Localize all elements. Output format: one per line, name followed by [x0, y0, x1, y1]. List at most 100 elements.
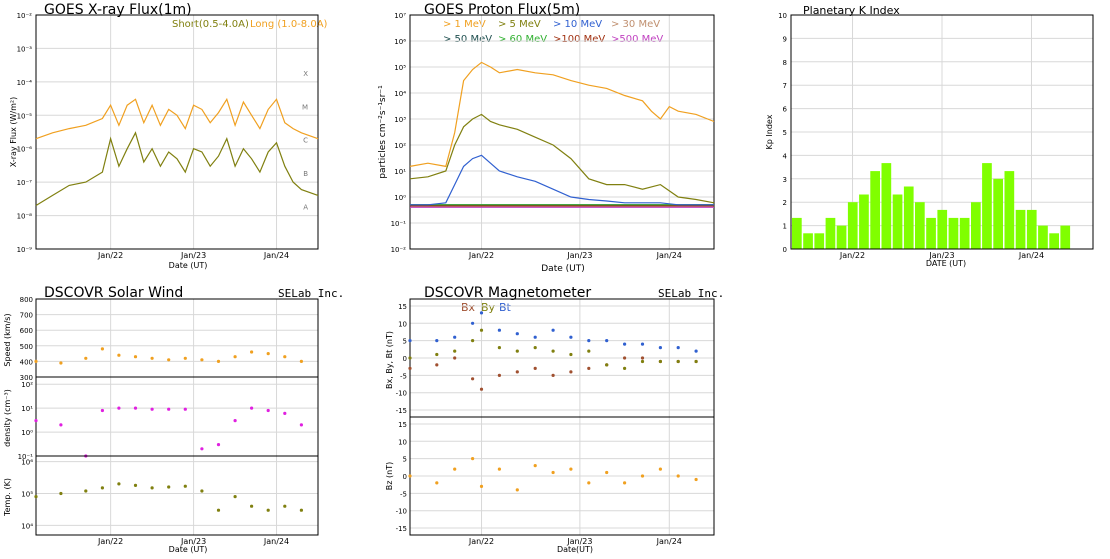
mag-b-bt-point-4: [479, 311, 484, 315]
mag-b-ytick-3: 0: [403, 355, 407, 363]
wind-temp-point-4: [117, 482, 121, 486]
mag-xtick-1: Jan/23: [566, 537, 592, 546]
proton-ytick-8: 10⁶: [394, 38, 406, 46]
kp-bar-12: [926, 217, 936, 249]
proton-series-1: [409, 113, 715, 204]
kp-ytick-4: 4: [783, 152, 788, 160]
mag-bz-point-10: [587, 481, 591, 485]
mag-bz-point-13: [640, 474, 645, 478]
xray-series-long: [35, 97, 319, 140]
mag-bz-point-14: [658, 467, 663, 471]
wind-speed-point-1: [59, 361, 63, 365]
wind-temp-point-3: [100, 486, 104, 490]
mag-b-ytick-1: -10: [396, 390, 407, 398]
mag-b-by-point-10: [587, 349, 591, 353]
wind-speed-point-10: [216, 359, 221, 363]
xray-xtick-2: Jan/24: [263, 251, 289, 260]
mag-title: DSCOVR Magnetometer: [424, 285, 591, 301]
wind-speed-point-12: [250, 350, 254, 354]
wind-temp-point-8: [183, 484, 187, 488]
mag-bz-point-15: [676, 474, 680, 478]
wind-temp-point-2: [84, 489, 88, 493]
mag-legend-by: By: [481, 301, 496, 314]
proton-series-2: [410, 154, 714, 206]
mag-bz-ytick-6: 15: [398, 421, 407, 429]
mag-b-bt-point-14: [658, 346, 663, 350]
mag-b-bt-point-15: [676, 346, 680, 350]
kp-ytick-2: 2: [783, 199, 787, 207]
wind-temp-point-7: [167, 485, 171, 489]
wind-temp-point-14: [283, 504, 287, 508]
kp-bar-22: [1038, 225, 1048, 249]
kp-bar-0: [792, 217, 802, 249]
mag-b-bt-point-2: [453, 335, 457, 339]
xray-title: GOES X-ray Flux(1m): [44, 2, 192, 18]
mag-bz-point-11: [605, 470, 609, 475]
wind-xlabel: Date (UT): [169, 545, 208, 554]
wind-density-ytick-2: 10¹: [21, 405, 33, 413]
kp-bar-4: [836, 225, 847, 249]
kp-bar-14: [948, 217, 959, 249]
proton-legend-500mev: >500 MeV: [611, 34, 663, 45]
wind-temp-ylabel: Temp. (K): [3, 478, 12, 517]
xray-ytick-1: 10⁻⁸: [17, 213, 33, 221]
kp-ytick-10: 10: [778, 12, 787, 20]
mag-b-bt-point-1: [435, 339, 439, 343]
mag-bz-point-0: [408, 474, 412, 478]
kp-bar-21: [1026, 209, 1037, 249]
mag-bz-ytick-2: -5: [400, 490, 407, 498]
kp-ytick-8: 8: [783, 59, 787, 67]
kp-ytick-9: 9: [783, 35, 787, 43]
mag-bz-point-6: [515, 488, 519, 492]
mag-bz-ylabel: Bz (nT): [385, 462, 394, 490]
kp-bar-15: [959, 217, 970, 249]
wind-speed-point-2: [84, 356, 88, 360]
xray-class-C: C: [303, 137, 308, 145]
proton-legend-10mev: > 10 MeV: [553, 19, 602, 30]
mag-b-bt-point-12: [623, 342, 627, 346]
kp-ytick-5: 5: [783, 129, 787, 137]
mag-b-by-point-7: [533, 346, 537, 350]
proton-ytick-1: 10⁻¹: [391, 220, 407, 228]
mag-legend-bt: Bt: [499, 301, 512, 314]
kp-xtick-0: Jan/22: [839, 251, 865, 260]
mag-b-ytick-2: -5: [400, 372, 407, 380]
kp-bar-5: [847, 202, 858, 249]
mag-b-bx-point-5: [497, 373, 501, 377]
kp-bar-13: [937, 209, 948, 249]
mag-b-ytick-4: 5: [403, 338, 407, 346]
mag-b-bx-point-3: [471, 377, 475, 381]
mag-b-ytick-0: -15: [396, 407, 407, 415]
kp-bar-19: [1004, 171, 1015, 249]
proton-legend-5mev: > 5 MeV: [498, 19, 541, 30]
mag-b-by-point-2: [453, 349, 457, 353]
wind-xtick-1: Jan/23: [180, 537, 206, 546]
wind-speed-point-15: [299, 359, 303, 363]
wind-speed-point-9: [200, 358, 204, 362]
wind-density-ytick-3: 10²: [21, 381, 33, 389]
wind-temp-ytick-2: 10⁶: [21, 459, 33, 467]
mag-b-by-point-0: [408, 356, 412, 360]
wind-density-point-3: [100, 408, 104, 413]
mag-b-bt-point-11: [605, 339, 609, 343]
wind-temp-point-11: [233, 495, 237, 499]
kp-bar-24: [1060, 225, 1071, 249]
wind-speed-ytick-0: 300: [20, 374, 33, 382]
mag-b-bt-point-7: [533, 335, 537, 339]
proton-legend-50mev: > 50 MeV: [443, 34, 492, 45]
wind-density-point-7: [167, 407, 171, 411]
wind-density-point-6: [150, 407, 154, 411]
proton-ytick-2: 10⁰: [394, 194, 406, 202]
mag-b-bt-point-8: [551, 328, 555, 332]
xray-ylabel: X-ray Flux (W/m²): [9, 97, 18, 167]
plot-layer: 10⁻⁹ 10⁻⁸ 10⁻⁷ 10⁻⁶ 10⁻⁵ 10⁻⁴ 10⁻³ 10⁻² A B C M X Jan…: [17, 12, 1094, 546]
xray-ytick-7: 10⁻²: [17, 12, 33, 20]
mag-b-bt-point-9: [569, 335, 573, 339]
kp-xtick-2: Jan/24: [1018, 251, 1044, 260]
kp-bar-6: [859, 194, 869, 249]
kp-bar-16: [971, 202, 981, 249]
mag-bz-point-9: [569, 467, 573, 471]
xray-ytick-6: 10⁻³: [17, 45, 33, 53]
wind-speed-ytick-3: 600: [20, 327, 33, 335]
wind-density-frame: [35, 376, 319, 457]
